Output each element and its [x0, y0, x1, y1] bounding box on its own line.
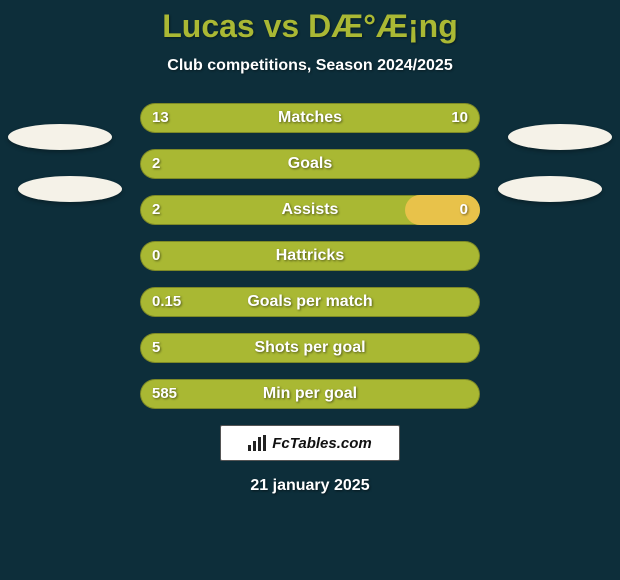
stat-row: 13Matches10 [140, 103, 480, 133]
date-text: 21 january 2025 [0, 477, 620, 495]
stat-label: Shots per goal [140, 333, 480, 363]
stat-row: 0.15Goals per match [140, 287, 480, 317]
player-left-badge-1 [8, 124, 112, 150]
stat-row: 5Shots per goal [140, 333, 480, 363]
stat-label: Min per goal [140, 379, 480, 409]
stat-label: Hattricks [140, 241, 480, 271]
page-title: Lucas vs DÆ°Æ¡ng [0, 0, 620, 45]
stat-label: Assists [140, 195, 480, 225]
stat-row: 2Assists0 [140, 195, 480, 225]
player-right-badge-1 [508, 124, 612, 150]
player-right-badge-2 [498, 176, 602, 202]
stat-row: 585Min per goal [140, 379, 480, 409]
subtitle-text: Club competitions, Season 2024/2025 [0, 57, 620, 75]
player-left-badge-2 [18, 176, 122, 202]
brand-box: FcTables.com [220, 425, 400, 461]
brand-label: FcTables.com [272, 435, 371, 452]
stat-value-right: 10 [451, 103, 468, 133]
stat-row: 2Goals [140, 149, 480, 179]
stat-label: Matches [140, 103, 480, 133]
stats-container: 13Matches102Goals2Assists00Hattricks0.15… [0, 103, 620, 409]
stat-label: Goals [140, 149, 480, 179]
stat-value-right: 0 [460, 195, 468, 225]
stat-row: 0Hattricks [140, 241, 480, 271]
stat-label: Goals per match [140, 287, 480, 317]
bar-chart-icon [248, 435, 268, 451]
